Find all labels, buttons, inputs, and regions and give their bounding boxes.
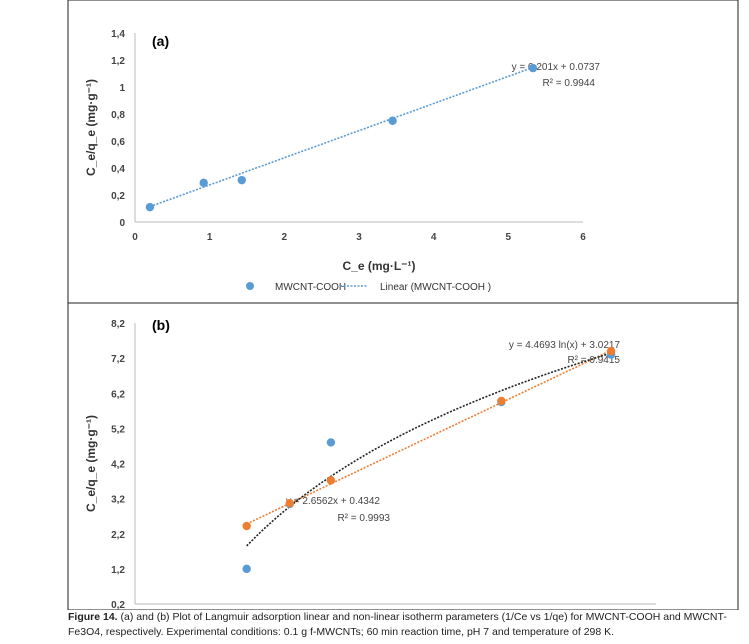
panel-a-trend-r2: R² = 0.9944 [542, 78, 595, 89]
panel-b-data-point [497, 396, 506, 406]
panel-b-frame [67, 302, 739, 610]
panel-b-trend-r2: R² = 0.9993 [337, 513, 390, 524]
panel-a-x-tick-label: 5 [506, 232, 512, 243]
caption-text: (a) and (b) Plot of Langmuir adsorption … [68, 611, 727, 638]
panel-a-x-tick-label: 1 [207, 232, 213, 243]
panel-a-trendline [149, 66, 534, 208]
panel-b-y-tick-label: 0,2 [111, 600, 125, 610]
panel-a-y-tick-label: 1 [119, 83, 125, 94]
panel-a-y-tick-label: 0,8 [111, 110, 125, 121]
panel-b-trend-equation: y = 4.4693 ln(x) + 3.0217 [509, 340, 621, 351]
panel-a-data-point [388, 116, 397, 125]
panel-a-data-point [528, 63, 538, 73]
panel-a-x-tick-label: 4 [431, 232, 437, 243]
panel-b-label: (b) [152, 317, 170, 333]
figure-caption: Figure 14. (a) and (b) Plot of Langmuir … [68, 610, 748, 640]
panel-a-x-tick-label: 0 [132, 232, 138, 243]
panel-a-x-tick-label: 2 [282, 232, 288, 243]
panel-a-data-point [199, 178, 208, 188]
panel-b-y-tick-label: 1,2 [111, 565, 125, 576]
panel-b-y-tick-label: 7,2 [111, 354, 125, 365]
panel-b-data-point [326, 438, 336, 447]
panel-a-x-tick-label: 6 [580, 232, 586, 243]
panel-b-y-tick-label: 5,2 [111, 424, 125, 435]
panel-a-y-tick-label: 1,2 [111, 56, 125, 67]
panel-a-y-tick-label: 1,4 [111, 29, 125, 40]
panel-b-y-tick-label: 6,2 [111, 389, 125, 400]
panel-a-y-tick-label: 0 [119, 218, 125, 229]
panel-a-x-axis-title: C_e (mg·L⁻¹) [343, 259, 416, 273]
caption-label: Figure 14. [68, 611, 118, 623]
panel-b-data-point [326, 476, 336, 485]
panel-a-data-point [145, 202, 155, 212]
panel-b-data-point [242, 564, 251, 574]
panel-b-y-tick-label: 4,2 [111, 460, 125, 471]
panel-a-legend-trend-label: Linear (MWCNT-COOH ) [380, 282, 491, 293]
panel-b-trend-r2: R² = 0.9415 [567, 355, 620, 366]
panel-b-data-point [242, 521, 251, 531]
panel-b-y-tick-label: 3,2 [111, 495, 125, 506]
panel-b-trend-equation: y = 2.6562x + 0.4342 [286, 496, 380, 507]
panel-b-data-point [606, 346, 616, 356]
panel-a-y-axis-title: C_e/q_e (mg·g⁻¹) [84, 79, 98, 176]
panel-a-legend-marker [246, 282, 254, 290]
panel-b-trendline [246, 349, 612, 525]
panel-b-y-axis-title: C_e/q_e (mg·g⁻¹) [84, 415, 98, 512]
panel-a-y-tick-label: 0,6 [111, 137, 125, 148]
panel-a-trend-equation: y = 0.201x + 0.0737 [512, 62, 601, 73]
panel-b-y-tick-label: 8,2 [111, 319, 125, 330]
panel-b-y-tick-label: 2,2 [111, 530, 125, 541]
panel-a-legend-label: MWCNT-COOH [275, 282, 346, 293]
panel-b-data-point [285, 498, 294, 508]
figure: 0 1 2 3 4 5 6 0 0,2 0,4 0,6 0,8 1 1,2 1,4 (a) C_e (mg·L⁻… [67, 0, 739, 610]
panel-a-label: (a) [152, 33, 169, 49]
panel-b-trendline [246, 352, 612, 547]
panel-a-y-tick-label: 0,4 [111, 164, 125, 175]
panel-a-x-tick-label: 3 [356, 232, 362, 243]
panel-a-y-tick-label: 0,2 [111, 191, 125, 202]
panel-a-data-point [237, 175, 246, 185]
